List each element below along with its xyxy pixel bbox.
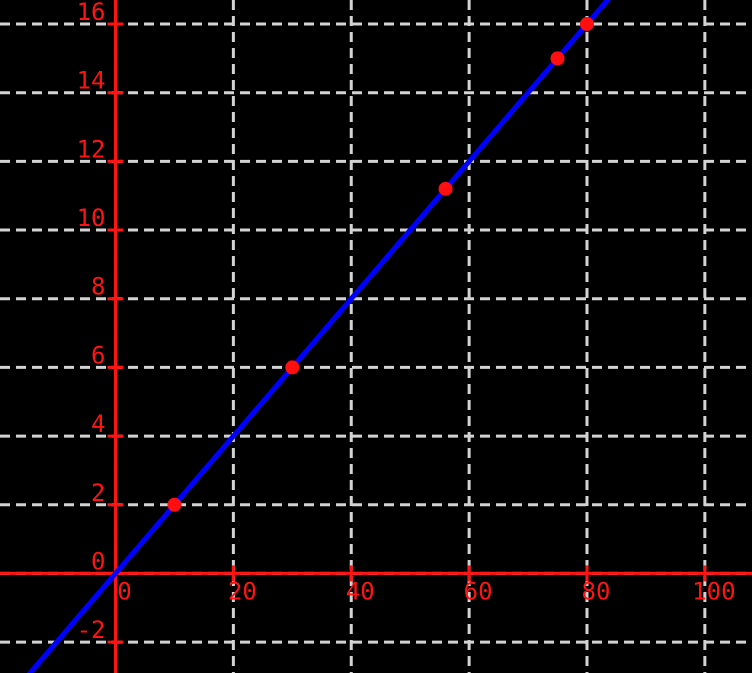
x-tick-label: 60 <box>464 577 493 605</box>
x-tick-label: 0 <box>117 577 131 605</box>
data-point <box>579 17 594 32</box>
data-point <box>438 181 453 196</box>
y-tick-label: 2 <box>91 479 105 507</box>
y-tick-label: 16 <box>77 0 106 26</box>
y-tick-label: 8 <box>91 273 105 301</box>
y-tick-label: 14 <box>77 67 106 95</box>
y-tick-label: 4 <box>91 410 105 438</box>
x-tick-label: 20 <box>228 577 257 605</box>
data-point <box>550 51 565 66</box>
y-tick-label: 6 <box>91 341 105 369</box>
y-tick-label: 0 <box>91 547 105 575</box>
data-point <box>285 360 300 375</box>
x-tick-label: 100 <box>692 577 735 605</box>
x-tick-label: 40 <box>346 577 375 605</box>
x-tick-label: 80 <box>582 577 611 605</box>
y-tick-label: 10 <box>77 204 106 232</box>
data-point <box>167 497 182 512</box>
y-tick-label: -2 <box>77 616 106 644</box>
y-tick-label: 12 <box>77 135 106 163</box>
